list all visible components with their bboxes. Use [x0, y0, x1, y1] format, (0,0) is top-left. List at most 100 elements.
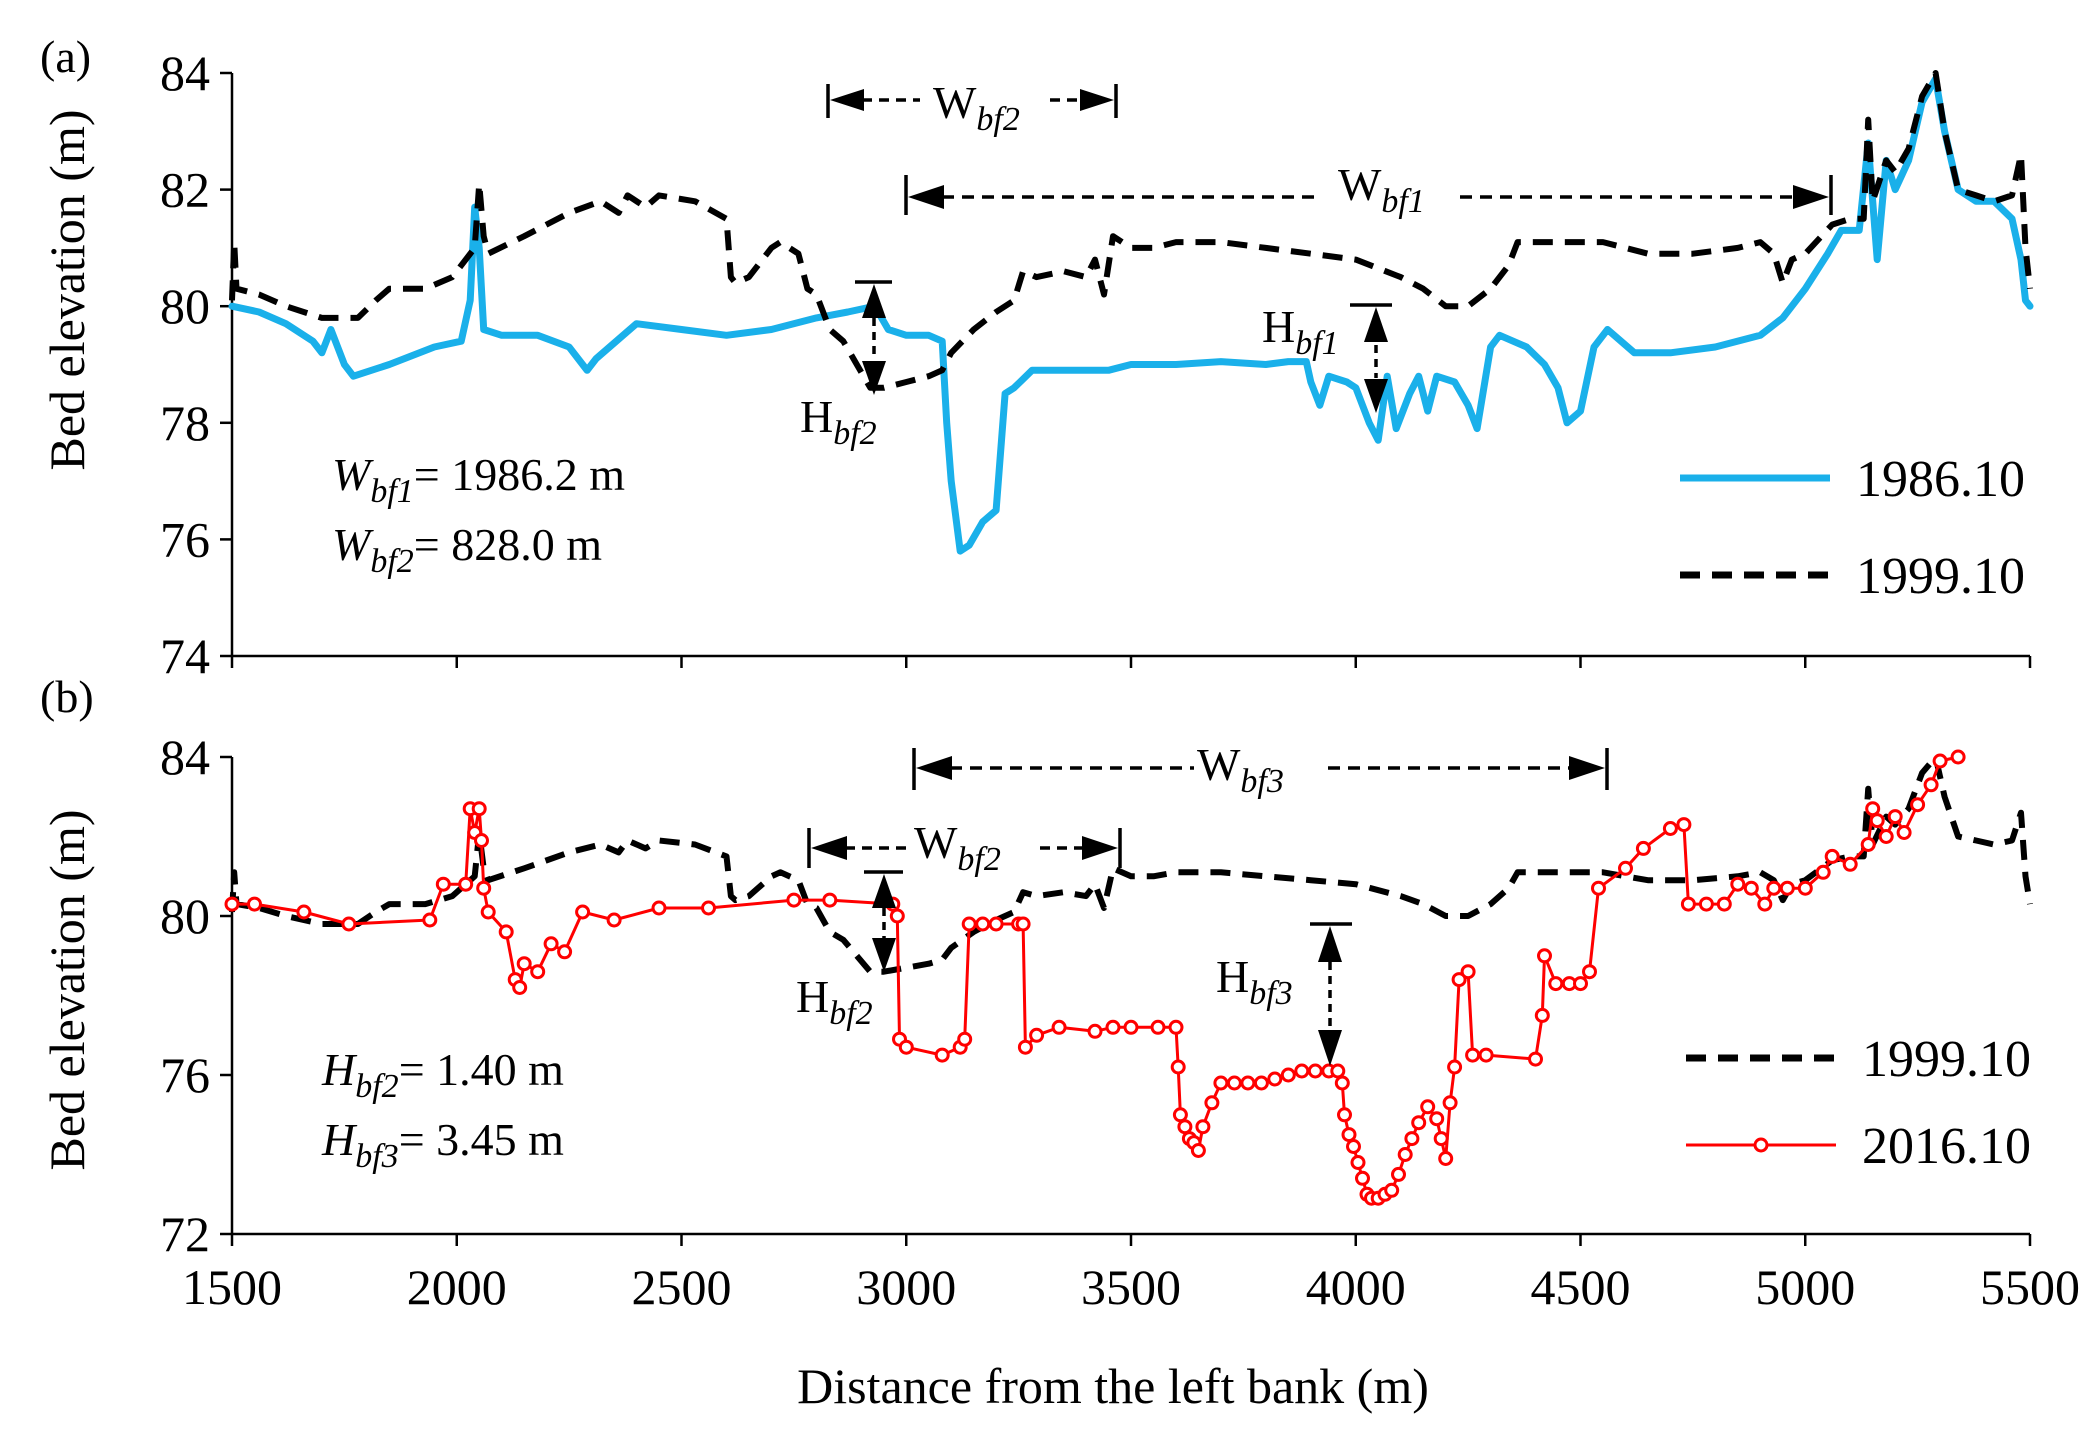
wbf2-a-arrow-left — [830, 89, 864, 111]
data-point — [422, 912, 438, 928]
data-point — [1123, 1019, 1139, 1035]
data-point — [606, 912, 622, 928]
y-tick-label: 84 — [160, 729, 210, 785]
x-tick-label: 3000 — [856, 1259, 956, 1315]
hbf2-a-arrow-up — [862, 284, 886, 318]
x-tick-label: 5000 — [1755, 1259, 1855, 1315]
data-point — [471, 801, 487, 817]
y-tick-label: 74 — [160, 628, 210, 684]
data-point — [1346, 1139, 1361, 1154]
panel-b: (b) Bed elevation (m) Distance from the … — [39, 671, 2080, 1414]
legend-b-1999-label: 1999.10 — [1862, 1031, 2031, 1088]
panel-a-text-wbf1: Wbf1= 1986.2 m — [332, 449, 625, 510]
data-point — [224, 896, 240, 912]
series-line-1986-10 — [228, 75, 2034, 555]
data-point — [1896, 825, 1912, 840]
y-tick-label: 84 — [160, 45, 210, 101]
data-point — [889, 908, 905, 924]
data-point — [1087, 1023, 1103, 1039]
data-point — [1330, 1063, 1346, 1079]
panel-b-text-hbf3: Hbf3= 3.45 m — [321, 1114, 564, 1175]
data-point — [1451, 972, 1467, 988]
data-point — [1172, 1107, 1188, 1123]
data-point — [498, 924, 514, 940]
data-point — [822, 892, 838, 908]
wbf2-a-arrow-right — [1080, 89, 1114, 111]
x-tick-label: 5500 — [1980, 1259, 2080, 1315]
data-point — [988, 916, 1004, 932]
data-point — [530, 964, 546, 980]
legend-b-2016-marker — [1753, 1137, 1769, 1153]
data-point — [1307, 1063, 1323, 1079]
legend-a-1986-label: 1986.10 — [1856, 451, 2025, 508]
panel-b-label: (b) — [40, 671, 94, 722]
data-point — [1865, 801, 1881, 817]
data-point — [1860, 837, 1876, 852]
data-point — [1548, 976, 1564, 992]
wbf1-a-arrow-right — [1793, 185, 1829, 209]
data-point — [1433, 1131, 1449, 1147]
wbf3-b-arrow-right — [1569, 756, 1605, 780]
legend-a-1999-label: 1999.10 — [1856, 548, 2025, 605]
data-point — [1384, 1182, 1400, 1198]
hbf1-a-label: Hbf1 — [1262, 301, 1339, 362]
series-line-1999-10 — [229, 754, 2033, 975]
data-point — [1391, 1166, 1406, 1182]
panel-a-legend: 1986.10 1999.10 — [1680, 451, 2025, 605]
wbf3-b-label: Wbf3 — [1197, 739, 1284, 800]
data-point — [1294, 1063, 1310, 1079]
data-point — [435, 876, 451, 892]
data-point — [1411, 1115, 1427, 1131]
data-point — [1730, 876, 1746, 892]
data-point — [1815, 864, 1831, 880]
y-tick-label: 76 — [160, 1047, 210, 1103]
data-point — [1676, 817, 1692, 833]
data-point — [1168, 1019, 1184, 1035]
x-tick-label: 2500 — [632, 1259, 732, 1315]
data-point — [1680, 896, 1696, 912]
data-point — [1743, 880, 1759, 896]
x-tick-label: 4500 — [1531, 1259, 1631, 1315]
hbf1-a-arrow-down — [1364, 379, 1388, 413]
panel-b-legend: 1999.10 2016.10 — [1686, 1031, 2031, 1175]
y-tick-label: 78 — [160, 395, 210, 451]
data-point — [458, 876, 474, 892]
data-point — [480, 904, 496, 920]
data-point — [247, 896, 262, 912]
wbf2-b-arrow-right — [1082, 836, 1118, 860]
data-point — [1341, 1127, 1357, 1143]
data-point — [341, 916, 357, 932]
data-point — [1204, 1095, 1220, 1111]
data-point — [1465, 1047, 1481, 1063]
hbf2-a-label: Hbf2 — [800, 391, 877, 452]
data-point — [1213, 1075, 1229, 1091]
panel-a-series — [228, 70, 2034, 555]
data-point — [1698, 896, 1714, 912]
data-point — [1429, 1111, 1445, 1127]
data-point — [474, 833, 489, 848]
panel-b-axes: 72 76 80 84 1500 2000 2500 3000 3500 4000 4500 5000… — [160, 729, 2080, 1315]
data-point — [296, 904, 312, 920]
data-point — [1757, 896, 1773, 912]
data-point — [1950, 749, 1966, 765]
panel-b-annotations — [807, 748, 1609, 1066]
data-point — [1051, 1019, 1067, 1035]
wbf1-a-arrow-left — [908, 185, 944, 209]
hbf2-a-arrow-down — [862, 361, 886, 395]
x-tick-label: 1500 — [182, 1259, 282, 1315]
data-point — [1267, 1071, 1283, 1087]
data-point — [1662, 821, 1678, 836]
data-point — [543, 936, 559, 952]
data-point — [512, 980, 528, 995]
hbf2-b-arrow-up — [872, 874, 896, 908]
data-point — [1573, 976, 1588, 992]
data-point — [1226, 1075, 1242, 1091]
data-point — [1534, 1007, 1550, 1023]
data-point — [1618, 860, 1633, 876]
wbf3-b-arrow-left — [916, 756, 952, 780]
hbf2-b-label: Hbf2 — [796, 971, 873, 1032]
panel-a: (a) Bed elevation (m) 74 76 78 80 82 84 — [39, 31, 2034, 684]
y-tick-label: 80 — [160, 888, 210, 944]
panel-b-series — [224, 749, 2033, 1206]
